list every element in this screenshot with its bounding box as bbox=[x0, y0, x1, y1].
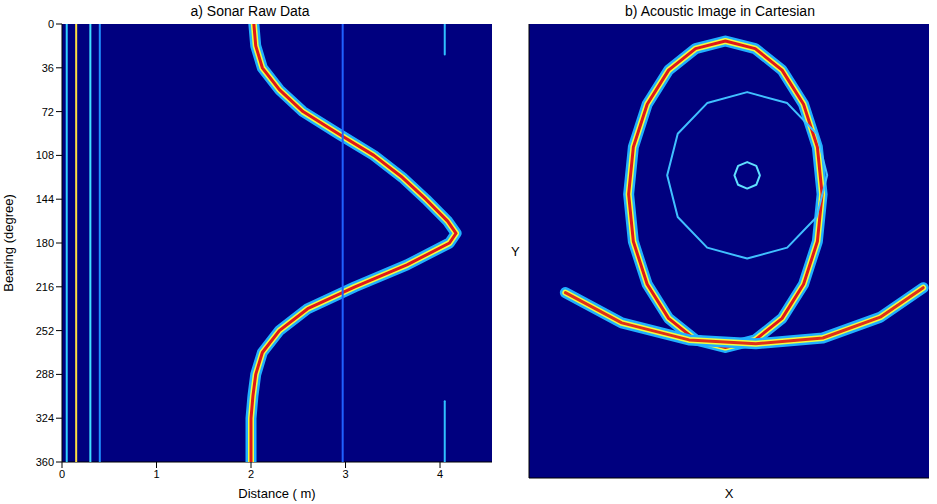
svg-text:3: 3 bbox=[342, 468, 348, 480]
svg-text:Distance ( m): Distance ( m) bbox=[238, 486, 315, 501]
svg-text:Bearing (degree): Bearing (degree) bbox=[1, 194, 16, 292]
svg-text:X: X bbox=[725, 486, 734, 501]
svg-text:180: 180 bbox=[36, 237, 54, 249]
svg-text:4: 4 bbox=[437, 468, 443, 480]
svg-text:216: 216 bbox=[36, 281, 54, 293]
svg-text:252: 252 bbox=[36, 325, 54, 337]
svg-text:0: 0 bbox=[59, 468, 65, 480]
html-text:a) Sonar Raw Data: a) Sonar Raw Data bbox=[190, 3, 310, 19]
svg-text:36: 36 bbox=[42, 62, 54, 74]
svg-text:2: 2 bbox=[248, 468, 254, 480]
svg-text:0: 0 bbox=[48, 18, 54, 30]
svg-text:144: 144 bbox=[36, 193, 54, 205]
html-text:b) Acoustic Image in Cartesian: b) Acoustic Image in Cartesian bbox=[625, 3, 815, 19]
svg-text:Y: Y bbox=[511, 244, 520, 259]
svg-text:1: 1 bbox=[153, 468, 159, 480]
svg-text:360: 360 bbox=[36, 456, 54, 468]
svg-text:324: 324 bbox=[36, 412, 54, 424]
svg-text:288: 288 bbox=[36, 368, 54, 380]
svg-text:108: 108 bbox=[36, 149, 54, 161]
svg-text:72: 72 bbox=[42, 106, 54, 118]
